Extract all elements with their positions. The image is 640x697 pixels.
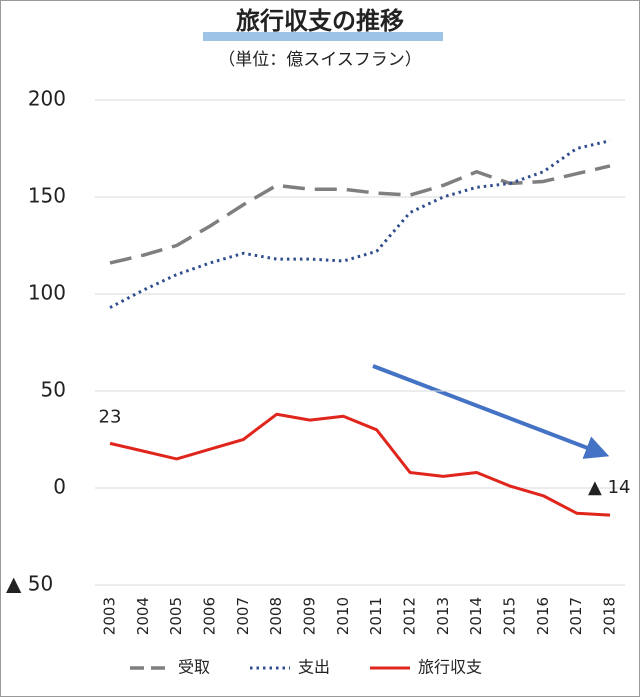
x-tick-label: 2015 [501,597,519,635]
x-tick-label: 2003 [101,597,119,635]
x-tick-label: 2006 [201,597,219,635]
x-tick-label: 2017 [567,597,585,635]
y-tick-label: ▲ 50 [6,572,53,596]
x-tick-label: 2010 [334,597,352,635]
y-tick-label: 200 [28,87,66,111]
chart-title: 旅行収支の推移 [236,7,404,35]
x-tick-label: 2011 [367,597,385,635]
y-tick-label: 0 [53,475,66,499]
title-highlight [203,32,443,41]
x-tick-label: 2018 [601,597,619,635]
legend-label: 旅行収支 [418,658,482,677]
x-tick-label: 2013 [434,597,452,635]
x-tick-label: 2005 [167,597,185,635]
x-tick-label: 2012 [401,597,419,635]
legend-label: 支出 [298,658,330,677]
x-tick-label: 2007 [234,597,252,635]
x-tick-label: 2009 [301,597,319,635]
y-tick-label: 50 [41,378,66,402]
y-tick-label: 150 [28,184,66,208]
series-line [109,164,611,265]
series-line [109,139,611,309]
x-tick-label: 2016 [534,597,552,635]
data-label: 23 [99,406,122,427]
series-line [109,412,611,517]
y-tick-label: 100 [28,281,66,305]
x-tick-label: 2004 [134,597,152,635]
x-tick-label: 2014 [467,597,485,635]
legend-label: 受取 [178,658,210,677]
data-label: ▲ 14 [588,477,630,498]
chart-subtitle: （単位：億スイスフラン） [218,50,422,70]
x-tick-label: 2008 [267,597,285,635]
trend-arrow [372,364,610,459]
